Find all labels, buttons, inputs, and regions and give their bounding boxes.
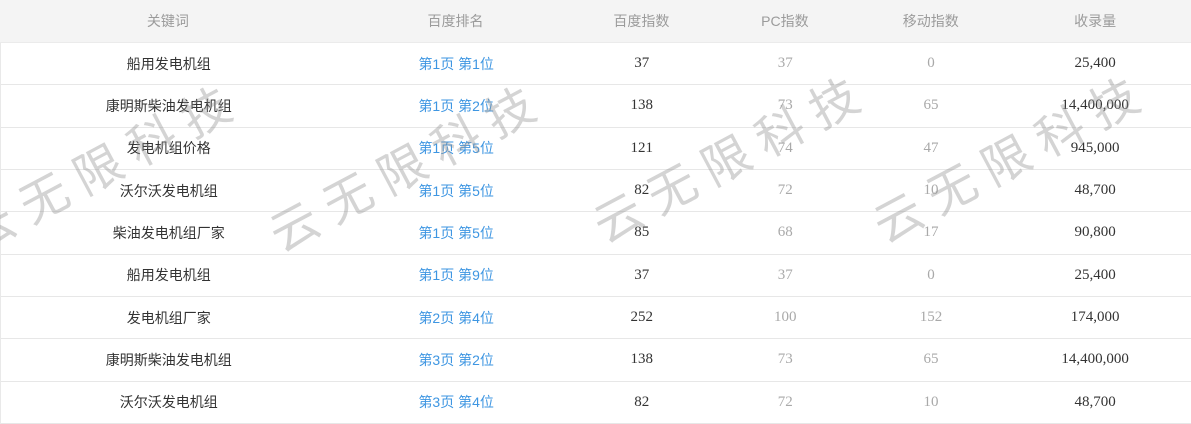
baidu-index-cell: 85 bbox=[634, 224, 650, 241]
table-header-row: 关键词 百度排名 百度指数 PC指数 移动指数 收录量 bbox=[0, 0, 1191, 43]
pc-index-cell: 68 bbox=[777, 224, 793, 241]
baidu-rank-link[interactable]: 第3页 第4位 bbox=[418, 394, 494, 411]
inclusion-cell: 174,000 bbox=[1070, 309, 1120, 326]
pc-index-cell: 74 bbox=[777, 139, 793, 156]
rank-cell: 第1页 第5位 bbox=[337, 223, 576, 243]
pc-index-cell: 73 bbox=[777, 97, 793, 114]
baidu-rank-link[interactable]: 第1页 第5位 bbox=[418, 182, 494, 199]
pc-index-cell: 72 bbox=[777, 182, 793, 199]
rank-cell: 第1页 第2位 bbox=[337, 96, 576, 116]
pc-index-cell: 37 bbox=[777, 266, 793, 283]
keyword-cell: 发电机组价格 bbox=[126, 140, 211, 157]
col-header-mobile-index: 移动指数 bbox=[902, 13, 959, 29]
baidu-index-cell: 37 bbox=[634, 55, 650, 72]
mobile-index-cell: 17 bbox=[923, 224, 939, 241]
baidu-rank-link[interactable]: 第1页 第9位 bbox=[418, 267, 494, 284]
table-row: 发电机组厂家 第2页 第4位 252 100 152 174,000 bbox=[1, 296, 1191, 340]
baidu-rank-link[interactable]: 第2页 第4位 bbox=[418, 309, 494, 326]
table-row: 柴油发电机组厂家 第1页 第5位 85 68 17 90,800 bbox=[1, 212, 1191, 255]
baidu-rank-link[interactable]: 第3页 第2位 bbox=[418, 351, 494, 368]
mobile-index-cell: 10 bbox=[923, 393, 939, 410]
rank-cell: 第1页 第1位 bbox=[337, 54, 576, 74]
inclusion-cell: 25,400 bbox=[1074, 55, 1116, 72]
baidu-index-cell: 138 bbox=[630, 97, 654, 114]
col-header-baidu-rank: 百度排名 bbox=[427, 13, 484, 29]
rank-cell: 第1页 第5位 bbox=[337, 138, 576, 158]
pc-index-cell: 72 bbox=[777, 393, 793, 410]
baidu-index-cell: 252 bbox=[630, 309, 654, 326]
inclusion-cell: 945,000 bbox=[1070, 139, 1120, 156]
keyword-cell: 船用发电机组 bbox=[126, 55, 211, 72]
mobile-index-cell: 65 bbox=[923, 97, 939, 114]
keyword-cell: 船用发电机组 bbox=[126, 267, 211, 284]
table-row: 沃尔沃发电机组 第1页 第5位 82 72 10 48,700 bbox=[1, 169, 1191, 213]
mobile-index-cell: 65 bbox=[923, 351, 939, 368]
baidu-rank-link[interactable]: 第1页 第2位 bbox=[418, 97, 494, 114]
mobile-index-cell: 0 bbox=[927, 266, 935, 283]
baidu-rank-link[interactable]: 第1页 第1位 bbox=[418, 55, 494, 72]
keyword-cell: 柴油发电机组厂家 bbox=[112, 224, 225, 241]
inclusion-cell: 14,400,000 bbox=[1061, 351, 1129, 368]
col-header-pc-index: PC指数 bbox=[761, 13, 809, 29]
pc-index-cell: 100 bbox=[773, 309, 797, 326]
rank-cell: 第1页 第9位 bbox=[337, 265, 576, 285]
inclusion-cell: 48,700 bbox=[1074, 393, 1116, 410]
table-row: 康明斯柴油发电机组 第1页 第2位 138 73 65 14,400,000 bbox=[1, 85, 1191, 128]
rank-cell: 第2页 第4位 bbox=[337, 308, 576, 328]
table-row: 康明斯柴油发电机组 第3页 第2位 138 73 65 14,400,000 bbox=[1, 339, 1191, 382]
rank-cell: 第3页 第2位 bbox=[337, 350, 576, 370]
table-body: 船用发电机组 第1页 第1位 37 37 0 25,400 康明斯柴油发电机组 … bbox=[0, 43, 1191, 424]
mobile-index-cell: 47 bbox=[923, 139, 939, 156]
baidu-index-cell: 82 bbox=[634, 393, 650, 410]
col-header-keyword: 关键词 bbox=[146, 13, 189, 29]
inclusion-cell: 48,700 bbox=[1074, 182, 1116, 199]
inclusion-cell: 25,400 bbox=[1074, 266, 1116, 283]
baidu-rank-link[interactable]: 第1页 第5位 bbox=[418, 140, 494, 157]
pc-index-cell: 73 bbox=[777, 351, 793, 368]
keyword-cell: 发电机组厂家 bbox=[126, 309, 211, 326]
table-row: 沃尔沃发电机组 第3页 第4位 82 72 10 48,700 bbox=[1, 381, 1191, 424]
inclusion-cell: 90,800 bbox=[1074, 224, 1116, 241]
baidu-index-cell: 121 bbox=[630, 139, 654, 156]
col-header-baidu-index: 百度指数 bbox=[613, 13, 670, 29]
baidu-index-cell: 138 bbox=[630, 351, 654, 368]
mobile-index-cell: 0 bbox=[927, 55, 935, 72]
baidu-index-cell: 82 bbox=[634, 182, 650, 199]
keyword-cell: 沃尔沃发电机组 bbox=[119, 182, 218, 199]
keyword-cell: 沃尔沃发电机组 bbox=[119, 394, 218, 411]
inclusion-cell: 14,400,000 bbox=[1061, 97, 1129, 114]
baidu-index-cell: 37 bbox=[634, 266, 650, 283]
pc-index-cell: 37 bbox=[777, 55, 793, 72]
table-row: 船用发电机组 第1页 第1位 37 37 0 25,400 bbox=[1, 43, 1191, 86]
col-header-inclusion: 收录量 bbox=[1074, 13, 1117, 29]
table-row: 发电机组价格 第1页 第5位 121 74 47 945,000 bbox=[1, 127, 1191, 170]
keyword-cell: 康明斯柴油发电机组 bbox=[105, 97, 232, 114]
baidu-rank-link[interactable]: 第1页 第5位 bbox=[418, 224, 494, 241]
table-row: 船用发电机组 第1页 第9位 37 37 0 25,400 bbox=[1, 254, 1191, 297]
keyword-cell: 康明斯柴油发电机组 bbox=[105, 351, 232, 368]
rank-cell: 第3页 第4位 bbox=[337, 392, 576, 412]
rank-cell: 第1页 第5位 bbox=[337, 181, 576, 201]
mobile-index-cell: 152 bbox=[919, 309, 943, 326]
mobile-index-cell: 10 bbox=[923, 182, 939, 199]
